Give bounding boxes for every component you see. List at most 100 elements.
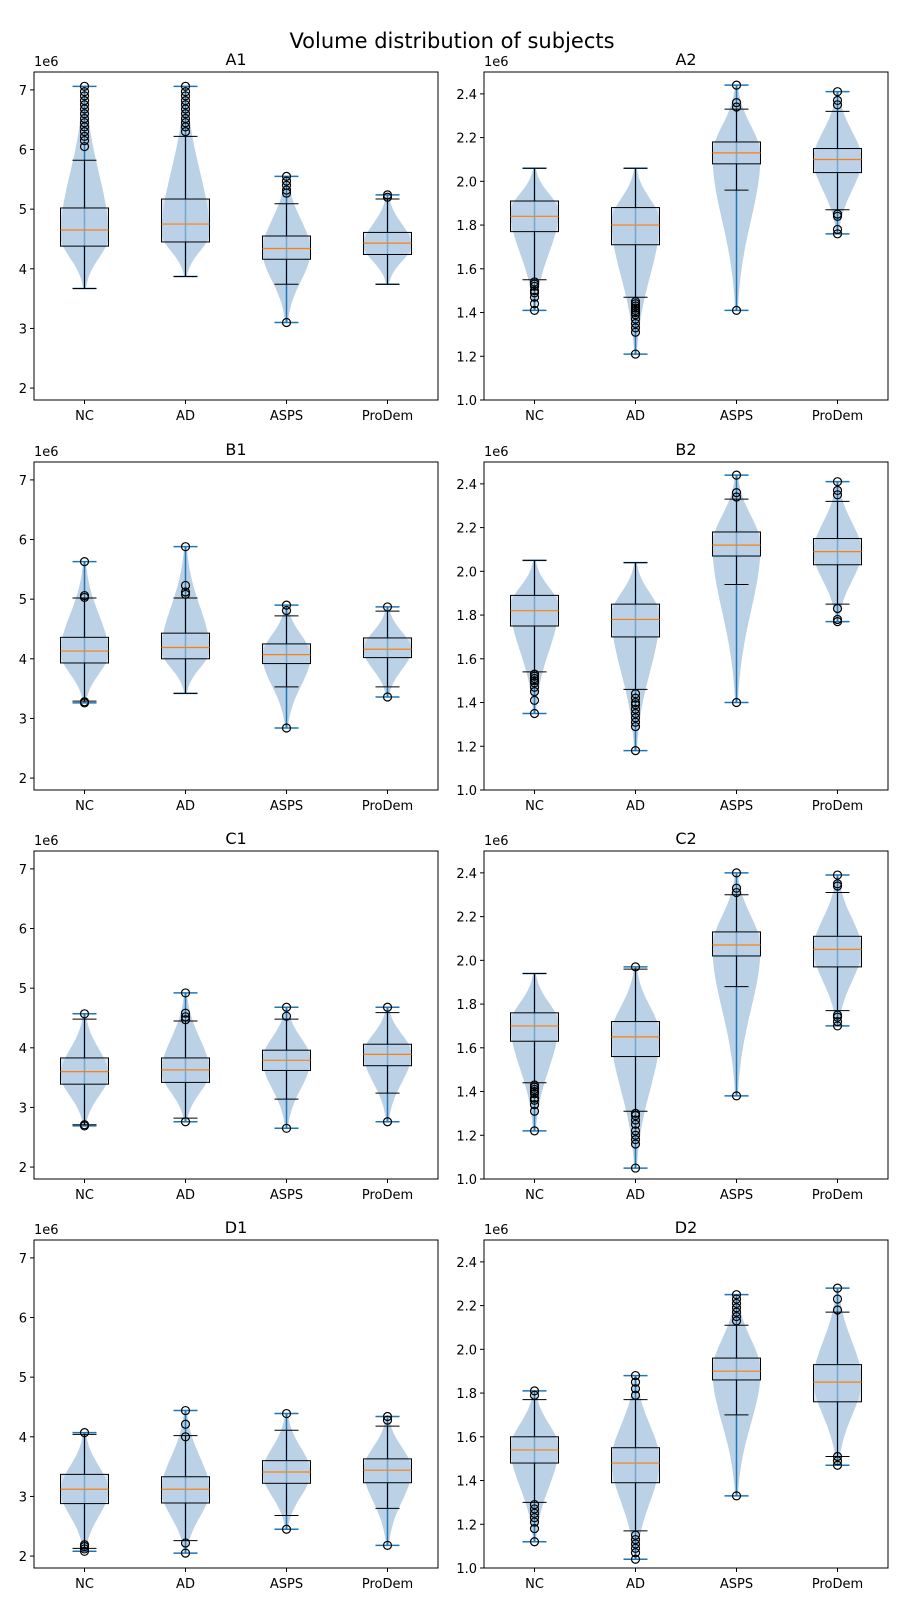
- box: [363, 637, 412, 659]
- flier-point: [281, 1123, 292, 1133]
- flier-point: [79, 135, 90, 146]
- flier-point: [731, 1316, 742, 1326]
- flier-point: [281, 1524, 292, 1534]
- box: [262, 643, 311, 665]
- x-tick-label: NC: [525, 1188, 544, 1203]
- flier-point: [180, 1419, 191, 1429]
- group-asps: [262, 171, 311, 328]
- box: [611, 1021, 660, 1058]
- flier-point: [630, 717, 641, 727]
- flier-point: [630, 1163, 641, 1173]
- flier-point: [832, 229, 843, 239]
- flier-point: [832, 870, 843, 880]
- flier-point: [832, 1456, 843, 1466]
- flier-point: [180, 1008, 191, 1018]
- x-tick-label: ProDem: [362, 1188, 413, 1203]
- x-tick-label: ProDem: [812, 1188, 863, 1203]
- group-nc: [60, 1009, 109, 1131]
- plot-frame: [33, 461, 439, 791]
- x-tick-label: ProDem: [812, 409, 863, 424]
- x-tick-label: NC: [525, 1577, 544, 1592]
- y-tick-label: 2.0: [456, 1343, 477, 1358]
- flier-point: [529, 1100, 540, 1110]
- flier-point: [382, 1415, 393, 1425]
- flier-point: [832, 95, 843, 106]
- flier-point: [79, 91, 90, 101]
- flier-point: [79, 141, 90, 152]
- flier-point: [731, 470, 742, 480]
- flier-point: [529, 708, 540, 719]
- flier-point: [529, 305, 540, 315]
- x-tick-label: ASPS: [720, 409, 753, 424]
- flier-point: [529, 1106, 540, 1116]
- group-nc: [510, 167, 559, 315]
- y-tick-label: 1.0: [456, 1173, 477, 1188]
- offset-label: 1e6: [34, 445, 59, 460]
- group-prodem: [813, 1283, 862, 1470]
- group-prodem: [363, 190, 412, 286]
- flier-point: [382, 1117, 393, 1127]
- y-tick-label: 3: [19, 712, 27, 727]
- flier-point: [630, 1108, 641, 1119]
- x-tick-label: NC: [75, 1577, 94, 1592]
- flier-point: [79, 87, 90, 97]
- y-tick-label: 2: [19, 1161, 27, 1176]
- y-tick-label: 1.8: [456, 609, 477, 624]
- group-ad: [161, 1405, 210, 1558]
- y-tick-label: 1.6: [456, 263, 477, 278]
- y-tick-label: 1.4: [456, 307, 477, 322]
- y-tick-label: 2.4: [456, 867, 477, 882]
- x-tick-label: ASPS: [720, 1188, 753, 1203]
- flier-point: [180, 587, 191, 597]
- flier-point: [180, 1538, 191, 1548]
- flier-point: [832, 87, 843, 97]
- box: [262, 235, 311, 260]
- panels: A1 1e6 2 3 4 5 6 7 NC AD ASPS ProDem A2 1e6 1.0 1.2 1.4 1…: [19, 50, 889, 1592]
- group-nc: [510, 559, 559, 719]
- y-tick-label: 6: [19, 534, 27, 549]
- plot-frame: [483, 461, 889, 791]
- box: [60, 636, 109, 664]
- group-nc: [510, 1386, 559, 1547]
- flier-point: [180, 113, 191, 124]
- flier-point: [529, 299, 540, 309]
- flier-point: [529, 1504, 540, 1514]
- y-tick-label: 1.0: [456, 784, 477, 799]
- flier-point: [731, 488, 742, 498]
- flier-point: [832, 100, 843, 110]
- flier-point: [630, 323, 641, 333]
- group-ad: [611, 1370, 660, 1564]
- box: [813, 935, 862, 968]
- x-tick-label: AD: [626, 409, 645, 424]
- flier-point: [382, 602, 393, 612]
- flier-point: [832, 1283, 843, 1293]
- group-prodem: [813, 477, 862, 627]
- y-tick-label: 1.8: [456, 998, 477, 1013]
- flier-point: [180, 100, 191, 110]
- flier-point: [529, 1386, 540, 1396]
- offset-label: 1e6: [484, 834, 509, 849]
- flier-point: [180, 589, 191, 599]
- y-tick-label: 7: [19, 84, 27, 99]
- y-tick-label: 2.2: [456, 911, 477, 926]
- plot-frame: [483, 71, 889, 401]
- flier-point: [630, 1384, 641, 1394]
- flier-point: [731, 1290, 742, 1300]
- x-tick-label: NC: [525, 799, 544, 814]
- flier-point: [281, 185, 292, 195]
- y-tick-label: 1.2: [456, 740, 477, 755]
- y-tick-label: 1.8: [456, 219, 477, 234]
- y-tick-label: 1.0: [456, 394, 477, 409]
- y-tick-label: 1.8: [456, 1387, 477, 1402]
- offset-label: 1e6: [484, 445, 509, 460]
- flier-point: [281, 176, 292, 186]
- box: [712, 931, 761, 957]
- flier-point: [832, 879, 843, 889]
- flier-point: [832, 490, 843, 500]
- panel-title: C1: [225, 829, 246, 848]
- flier-point: [529, 1513, 540, 1523]
- box: [712, 1357, 761, 1381]
- flier-point: [79, 118, 90, 128]
- group-ad: [611, 561, 660, 756]
